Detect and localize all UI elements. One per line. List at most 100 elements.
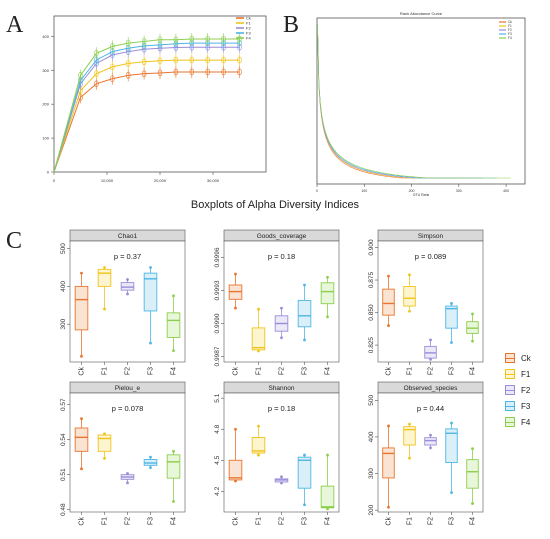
series-line-f4 (53, 38, 240, 173)
box-f3 (143, 272, 158, 312)
x-tick-label: F1 (407, 517, 414, 525)
series-line-f2 (53, 46, 240, 173)
x-tick-label: Ck (386, 367, 393, 376)
x-tick-label: F3 (302, 367, 309, 375)
data-point (94, 50, 99, 57)
facet-pielou-e: Pielou_e 0.48 0.51 0.54 0.57 p = 0.078 Ck F1 F2 F… (60, 381, 186, 526)
x-tick-label: F1 (256, 367, 263, 375)
legend-label: Ck (246, 16, 251, 21)
legend-label: F2 (508, 28, 512, 32)
y-tick-label: 0.875 (368, 272, 375, 289)
y-tick-label: 0.54 (60, 433, 67, 446)
y-tick-label: 200 (42, 102, 49, 107)
chart-title: Rank Abundance Curve (400, 11, 443, 16)
data-point (303, 453, 306, 457)
data-point (149, 455, 152, 459)
legend-item: F4 (505, 414, 531, 430)
legend-item: F3 (505, 398, 531, 414)
panel-label-a: A (6, 12, 24, 38)
box-f4 (166, 454, 181, 479)
box-f1 (403, 286, 416, 307)
x-axis-label: OTU Rank (413, 193, 430, 196)
legend-label: F4 (508, 36, 512, 40)
data-point (110, 75, 115, 83)
legend-key (505, 401, 515, 411)
y-tick-label: 500 (368, 395, 375, 406)
data-point (326, 275, 329, 279)
box-ck (74, 285, 89, 331)
y-tick-label: 4.2 (214, 486, 221, 495)
plot-frame (316, 17, 526, 185)
x-tick-label: 10,000 (101, 178, 114, 183)
y-tick-label: 500 (60, 243, 67, 254)
data-point (172, 349, 175, 353)
data-point (326, 315, 329, 319)
series-line-f3 (317, 23, 497, 179)
data-point (303, 503, 306, 507)
data-point (280, 306, 283, 310)
data-point (125, 60, 131, 67)
data-point (94, 80, 99, 88)
data-point (257, 307, 260, 311)
data-point (450, 341, 453, 344)
x-tick-label: 0 (316, 189, 318, 193)
legend-label: F3 (246, 31, 251, 36)
box-f3 (297, 299, 312, 328)
data-point (103, 432, 106, 436)
p-value-label: p = 0.44 (417, 404, 444, 413)
data-point (408, 309, 411, 313)
data-point (429, 338, 432, 342)
facet-title: Pielou_e (115, 385, 141, 392)
y-tick-label: 400 (368, 431, 375, 442)
box-f4 (320, 282, 335, 305)
box-f1 (251, 327, 266, 351)
x-tick-label: F1 (102, 367, 109, 375)
series-line-ck (53, 71, 240, 173)
data-point (149, 266, 152, 269)
data-point (94, 70, 99, 77)
y-tick-label: 0.900 (368, 239, 375, 256)
x-tick-label: F1 (256, 517, 263, 525)
legend-label: F1 (508, 24, 512, 28)
x-tick-label: F2 (279, 367, 286, 375)
y-tick-label: 0.9993 (214, 280, 221, 300)
data-point (173, 56, 179, 64)
x-tick-label: F3 (148, 367, 155, 375)
legend-item: Ck (505, 350, 531, 366)
data-point (189, 68, 195, 76)
x-tick-label: F4 (171, 367, 178, 375)
data-point (387, 274, 390, 278)
y-tick-label: 0.850 (368, 304, 375, 321)
data-point (103, 307, 106, 311)
x-tick-label: 300 (456, 189, 462, 193)
box-f1 (97, 434, 112, 452)
x-tick-label: F3 (449, 517, 456, 525)
data-point (125, 39, 131, 47)
data-point (471, 312, 474, 316)
box-f2 (424, 437, 437, 446)
x-tick-label: Ck (79, 517, 86, 526)
data-point (221, 56, 226, 64)
plot-frame (377, 392, 484, 513)
data-point (157, 57, 163, 65)
x-tick-label: F4 (171, 517, 178, 525)
x-tick-label: F2 (279, 517, 286, 525)
data-point (80, 467, 83, 471)
facet-observed-species: Observed_species 200 300 400 500 p = 0.44 Ck F1… (368, 381, 484, 526)
legend-key (505, 353, 515, 363)
data-point (408, 456, 411, 460)
data-point (326, 507, 329, 511)
data-point (205, 68, 210, 76)
x-tick-label: Ck (233, 367, 240, 376)
data-point (173, 68, 179, 76)
data-point (205, 56, 210, 64)
legend-label: F4 (246, 36, 251, 41)
data-point (80, 354, 83, 358)
legend-label: F1 (246, 21, 251, 26)
x-tick-label: F3 (302, 517, 309, 525)
box-f4 (320, 485, 335, 509)
y-tick-label: 200 (368, 504, 375, 515)
x-tick-label: Ck (233, 517, 240, 526)
series-line-f1 (317, 23, 473, 179)
data-point (141, 70, 147, 77)
